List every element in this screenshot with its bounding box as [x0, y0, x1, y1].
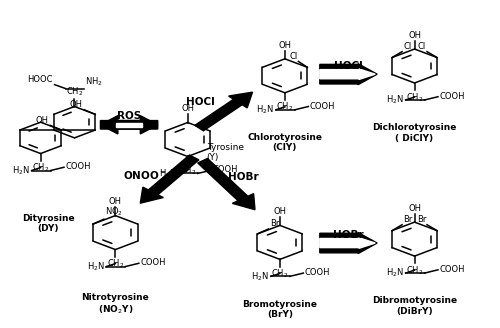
Text: Dichlorotyrosine
( DiClY): Dichlorotyrosine ( DiClY): [372, 123, 456, 143]
Text: HOBr: HOBr: [228, 172, 259, 182]
Text: ONOO$^-$: ONOO$^-$: [124, 170, 168, 181]
Text: Br: Br: [403, 215, 412, 224]
Text: OH: OH: [274, 207, 286, 216]
FancyArrow shape: [198, 158, 255, 210]
Text: CH$_2$: CH$_2$: [179, 165, 196, 177]
Text: Nitrotyrosine
(NO$_2$Y): Nitrotyrosine (NO$_2$Y): [82, 293, 149, 316]
Text: OH: OH: [408, 204, 421, 213]
Text: Cl: Cl: [418, 42, 426, 51]
FancyArrow shape: [195, 92, 252, 131]
Text: CH$_2$: CH$_2$: [406, 264, 423, 277]
Text: HOOC: HOOC: [28, 75, 53, 84]
Text: COOH: COOH: [140, 258, 166, 267]
Text: CH$_2$: CH$_2$: [66, 86, 83, 98]
Text: H$_2$N: H$_2$N: [12, 164, 30, 177]
Text: H$_2$N: H$_2$N: [386, 94, 404, 106]
Text: Br: Br: [416, 215, 426, 224]
Text: COOH: COOH: [310, 102, 336, 111]
Text: HOBr: HOBr: [333, 230, 364, 240]
Text: OH: OH: [36, 116, 49, 125]
Text: COOH: COOH: [440, 265, 465, 274]
Text: COOH: COOH: [66, 162, 91, 172]
FancyArrow shape: [320, 69, 376, 79]
FancyArrow shape: [320, 64, 377, 85]
Text: H$_2$N: H$_2$N: [251, 270, 269, 283]
Text: CH$_2$: CH$_2$: [271, 268, 288, 280]
Text: Cl: Cl: [403, 42, 411, 51]
Text: COOH: COOH: [305, 268, 330, 277]
Text: Dityrosine
(DY): Dityrosine (DY): [22, 214, 74, 233]
Text: Dibromotyrosine
(DiBrY): Dibromotyrosine (DiBrY): [372, 296, 457, 316]
Text: Br: Br: [270, 219, 280, 228]
Text: Cl: Cl: [289, 52, 298, 61]
Text: H$_2$N: H$_2$N: [159, 167, 176, 180]
Text: CH$_2$: CH$_2$: [406, 91, 423, 104]
FancyArrow shape: [320, 233, 377, 254]
Text: OH: OH: [408, 31, 421, 40]
Text: Bromotyrosine
(BrY): Bromotyrosine (BrY): [242, 299, 318, 319]
Text: COOH: COOH: [440, 92, 465, 101]
Text: Tyrosine
(Y): Tyrosine (Y): [206, 143, 244, 162]
FancyArrow shape: [116, 123, 142, 127]
FancyArrow shape: [140, 155, 199, 203]
Text: H$_2$N: H$_2$N: [86, 260, 104, 273]
FancyArrow shape: [320, 238, 376, 248]
Text: OH: OH: [181, 104, 194, 113]
Text: COOH: COOH: [212, 165, 238, 174]
Text: OH: OH: [278, 41, 291, 50]
Text: ROS: ROS: [116, 111, 141, 121]
FancyArrow shape: [100, 116, 158, 134]
Text: HOCl: HOCl: [334, 61, 362, 71]
Text: NO$_2$: NO$_2$: [106, 206, 124, 218]
Text: HOCl: HOCl: [186, 97, 214, 107]
Text: CH$_2$: CH$_2$: [276, 101, 293, 113]
Text: NH$_2$: NH$_2$: [86, 75, 103, 88]
Text: CH$_2$: CH$_2$: [32, 162, 50, 174]
Text: OH: OH: [70, 100, 83, 109]
Text: H$_2$N: H$_2$N: [256, 104, 274, 116]
FancyArrow shape: [100, 116, 158, 134]
Text: CH$_2$: CH$_2$: [106, 258, 124, 270]
Text: Chlorotyrosine
(ClY): Chlorotyrosine (ClY): [248, 133, 322, 153]
Text: H$_2$N: H$_2$N: [386, 267, 404, 279]
Text: OH: OH: [109, 197, 122, 206]
